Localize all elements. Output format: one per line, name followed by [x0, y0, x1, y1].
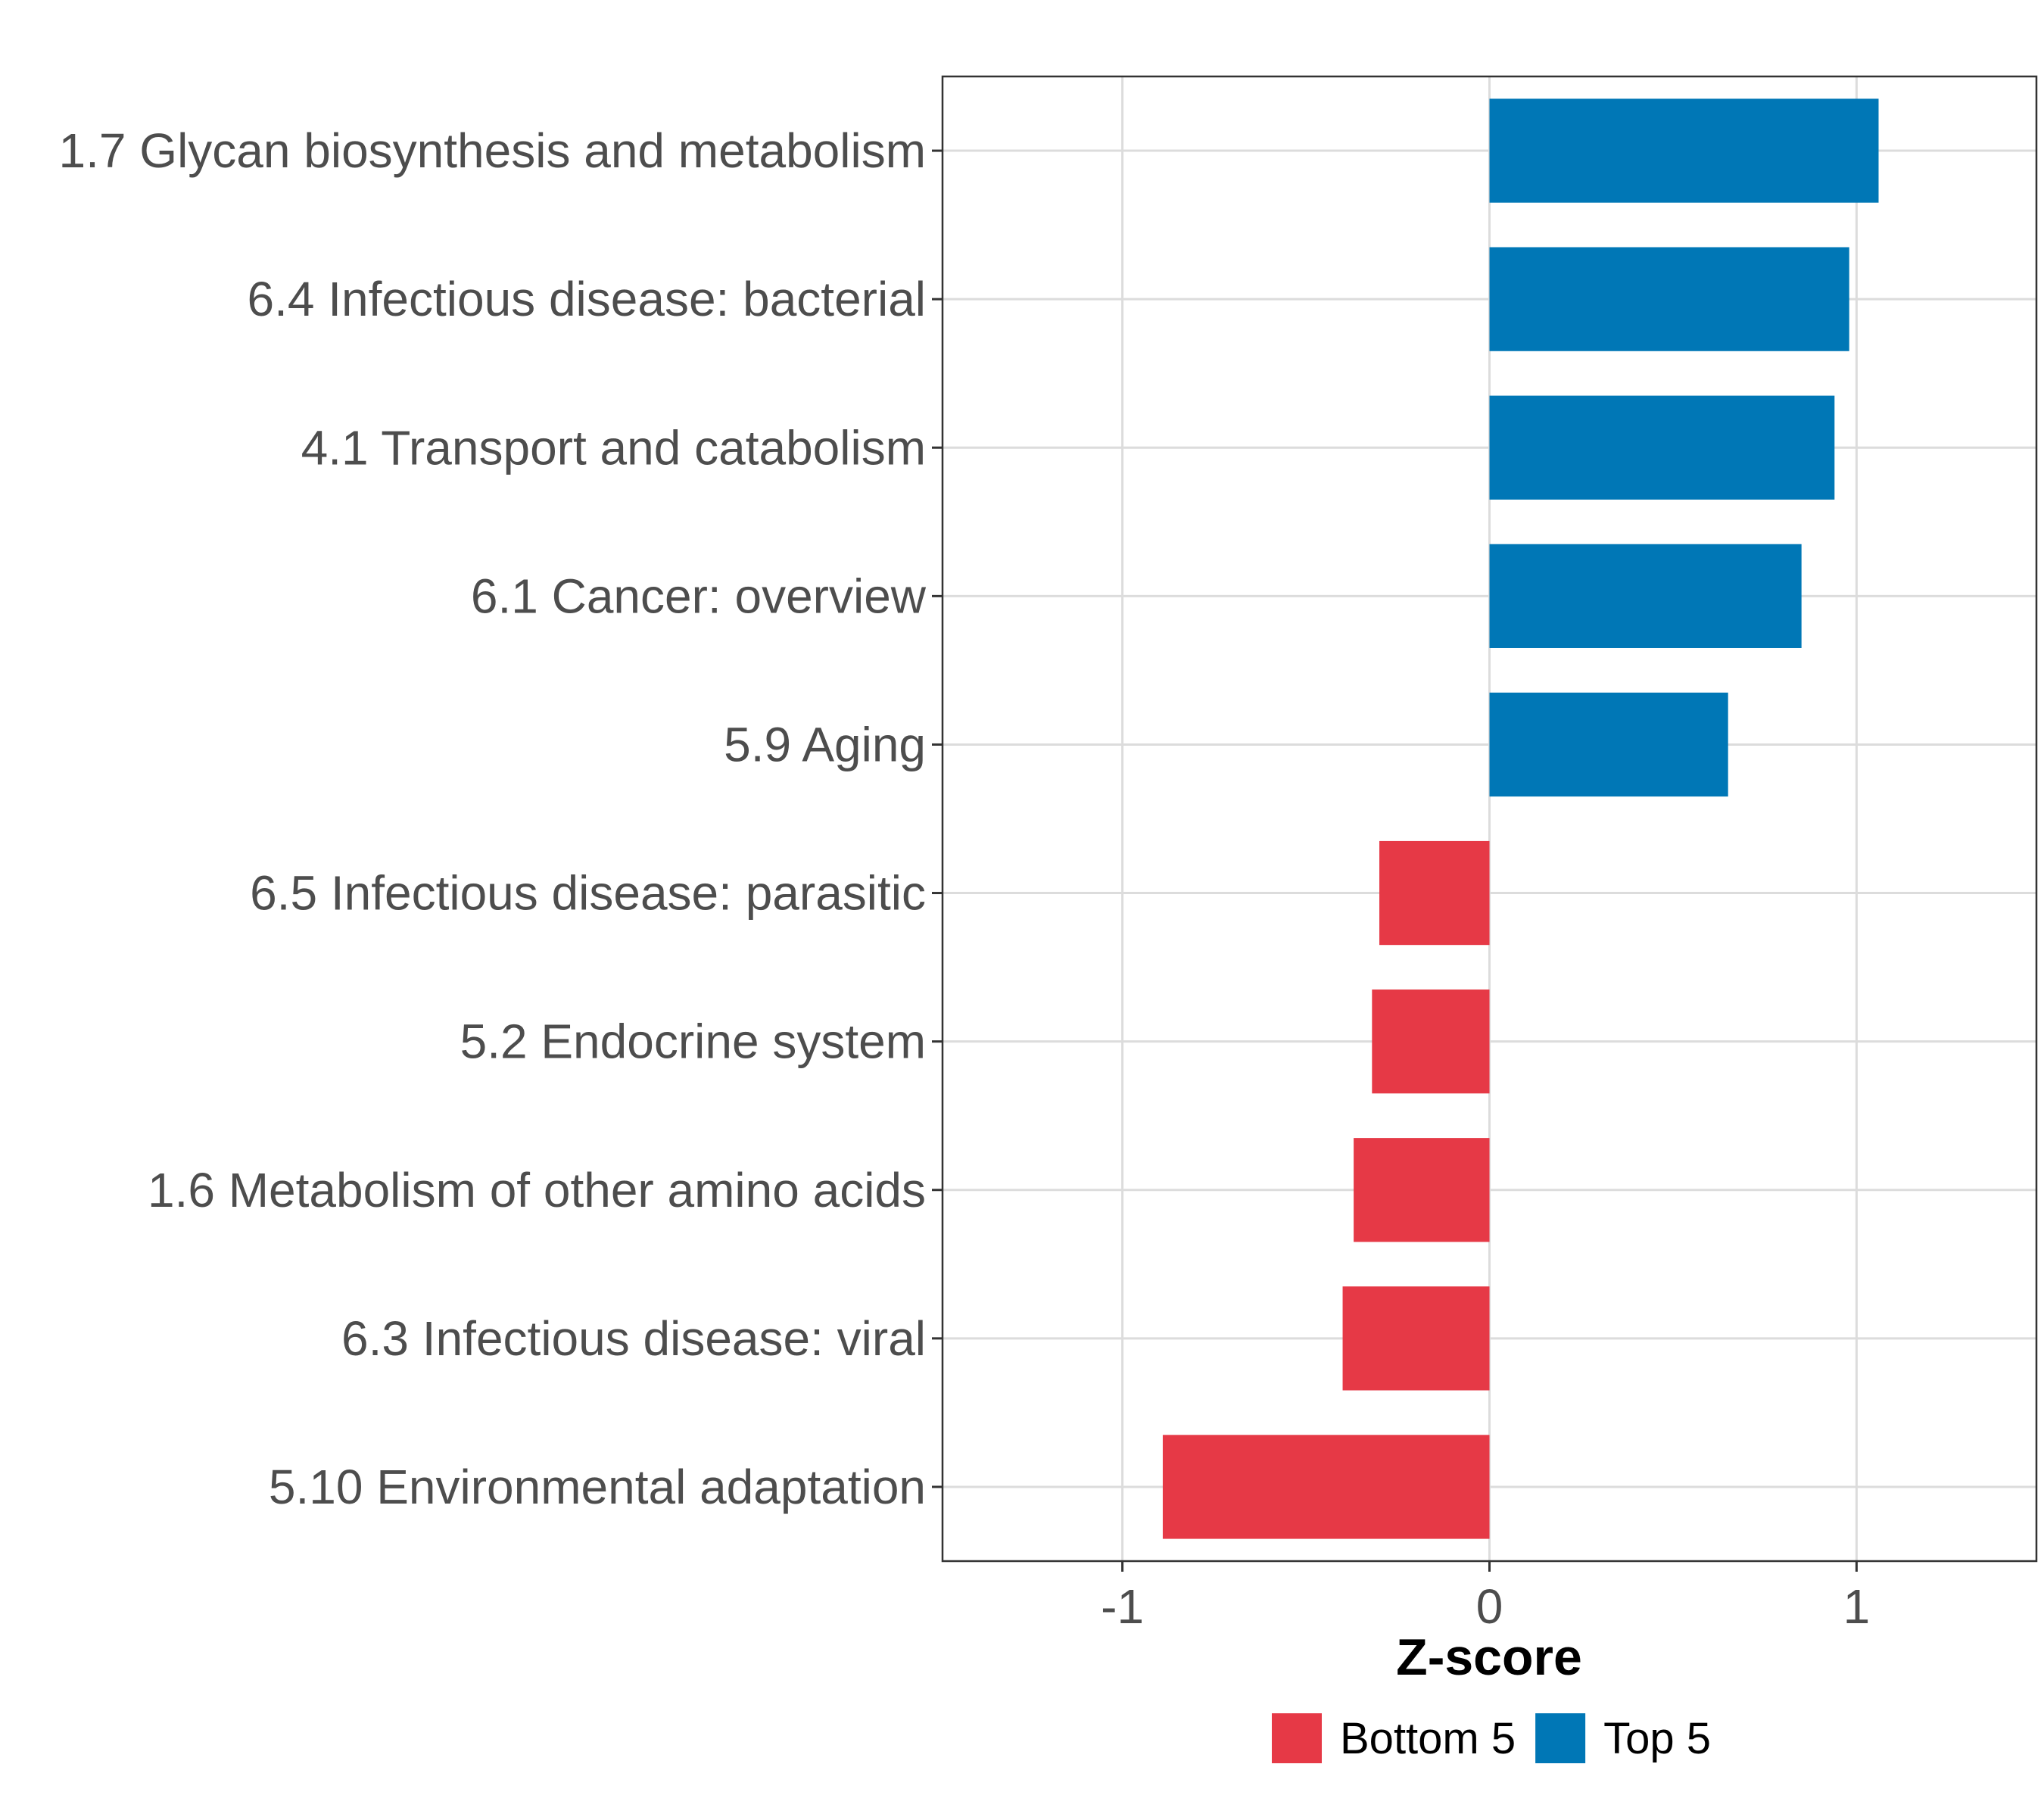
- category-label: 6.4 Infectious disease: bacterial: [247, 272, 926, 326]
- bar: [1162, 1435, 1490, 1539]
- bar: [1489, 395, 1835, 500]
- category-label: 6.5 Infectious disease: parasitic: [250, 866, 926, 921]
- x-tick-label: -1: [1101, 1579, 1144, 1634]
- category-label: 5.2 Endocrine system: [460, 1014, 926, 1069]
- category-label: 1.7 Glycan biosynthesis and metabolism: [59, 123, 926, 178]
- legend-label: Bottom 5: [1340, 1714, 1516, 1763]
- x-axis-title: Z-score: [1396, 1628, 1582, 1686]
- bar: [1489, 544, 1802, 648]
- bar: [1489, 692, 1728, 797]
- legend-swatch: [1272, 1713, 1322, 1763]
- bar: [1489, 98, 1879, 203]
- bar: [1354, 1138, 1490, 1242]
- bar: [1372, 990, 1490, 1094]
- y-axis: 1.7 Glycan biosynthesis and metabolism 6.…: [59, 123, 943, 1514]
- bars: [1162, 98, 1879, 1539]
- category-label: 6.3 Infectious disease: viral: [341, 1311, 926, 1366]
- category-label: 5.9 Aging: [724, 717, 926, 771]
- category-label: 1.6 Metabolism of other amino acids: [148, 1163, 926, 1217]
- bar: [1489, 247, 1849, 351]
- category-label: 4.1 Transport and catabolism: [301, 420, 926, 475]
- x-tick-label: 0: [1476, 1579, 1503, 1634]
- x-tick-label: 1: [1843, 1579, 1871, 1634]
- legend-label: Top 5: [1603, 1714, 1711, 1763]
- legend: Bottom 5 Top 5: [1272, 1713, 1711, 1763]
- bar: [1379, 840, 1490, 946]
- legend-swatch: [1535, 1713, 1586, 1763]
- category-label: 5.10 Environmental adaptation: [269, 1460, 926, 1514]
- category-label: 6.1 Cancer: overview: [471, 569, 927, 623]
- x-axis: -1 0 1: [1101, 1561, 1870, 1634]
- bar: [1342, 1286, 1490, 1391]
